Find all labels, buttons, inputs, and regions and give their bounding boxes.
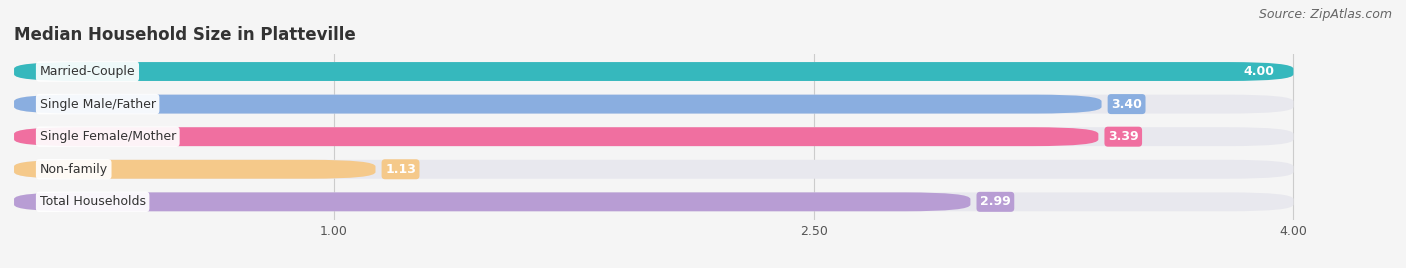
FancyBboxPatch shape xyxy=(14,160,375,179)
Text: 1.13: 1.13 xyxy=(385,163,416,176)
Text: Married-Couple: Married-Couple xyxy=(39,65,135,78)
FancyBboxPatch shape xyxy=(14,62,1294,81)
FancyBboxPatch shape xyxy=(14,127,1294,146)
Text: Median Household Size in Platteville: Median Household Size in Platteville xyxy=(14,26,356,44)
FancyBboxPatch shape xyxy=(14,95,1294,114)
FancyBboxPatch shape xyxy=(14,62,1294,81)
Text: 3.39: 3.39 xyxy=(1108,130,1139,143)
Text: Single Female/Mother: Single Female/Mother xyxy=(39,130,176,143)
Text: Source: ZipAtlas.com: Source: ZipAtlas.com xyxy=(1258,8,1392,21)
FancyBboxPatch shape xyxy=(14,192,1294,211)
Text: Single Male/Father: Single Male/Father xyxy=(39,98,156,111)
FancyBboxPatch shape xyxy=(14,192,970,211)
Text: 3.40: 3.40 xyxy=(1111,98,1142,111)
FancyBboxPatch shape xyxy=(14,95,1101,114)
Text: Non-family: Non-family xyxy=(39,163,108,176)
Text: Total Households: Total Households xyxy=(39,195,146,208)
Text: 2.99: 2.99 xyxy=(980,195,1011,208)
FancyBboxPatch shape xyxy=(14,127,1098,146)
Text: 4.00: 4.00 xyxy=(1243,65,1274,78)
FancyBboxPatch shape xyxy=(14,160,1294,179)
